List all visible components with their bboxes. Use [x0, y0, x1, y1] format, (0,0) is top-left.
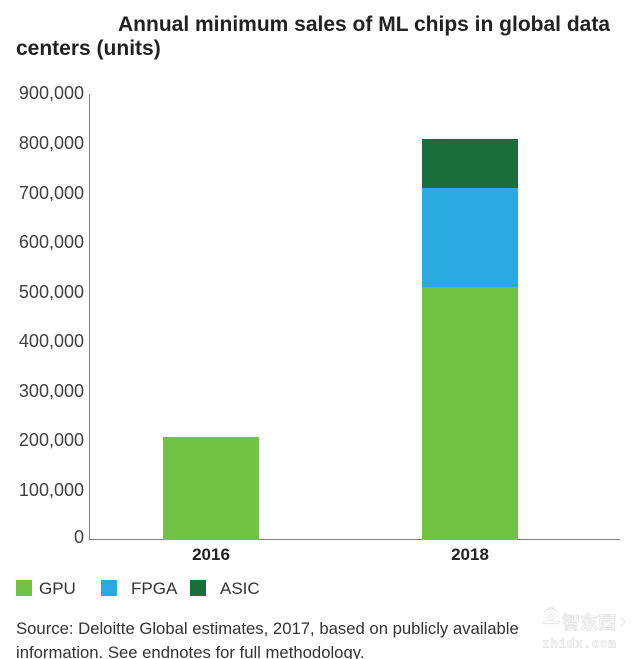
- svg-text:zhidx.com: zhidx.com: [542, 638, 617, 652]
- svg-text:智东西: 智东西: [562, 609, 616, 635]
